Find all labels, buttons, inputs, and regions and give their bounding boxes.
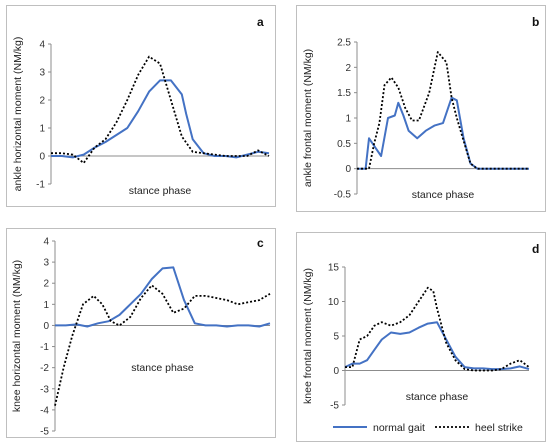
chart-panel-b: b -0.5 0 0.5 1 1.5 2 2.5 ankle frontal moment (N… — [296, 5, 546, 212]
y-tick-label: 2 — [345, 63, 351, 74]
y-tick-label: -3 — [40, 384, 49, 395]
panel-letter: a — [257, 15, 264, 29]
y-tick-label: 1 — [43, 300, 49, 311]
series-heel-strike-line — [345, 286, 530, 372]
chart-d-svg: d -5 0 5 10 15 knee frontal moment (NM/kg) stan… — [302, 242, 539, 434]
x-axis-title: stance phase — [406, 391, 469, 403]
y-axis-title: knee frontal moment (NM/kg) — [302, 268, 314, 404]
y-tick-label: 0 — [39, 152, 45, 163]
panel-letter: b — [532, 15, 539, 29]
y-tick-label: 4 — [43, 237, 49, 248]
y-tick-label: -1 — [40, 342, 49, 353]
chart-b-svg: b -0.5 0 0.5 1 1.5 2 2.5 ankle frontal moment (N… — [302, 15, 539, 201]
y-tick-label: -4 — [40, 405, 49, 416]
chart-a-svg: a -1 0 1 2 3 4 ankle horizontal moment (NM/kg) s… — [12, 15, 270, 197]
y-tick-label: 2 — [39, 96, 45, 107]
chart-panel-d: d -5 0 5 10 15 knee frontal moment (NM/kg) stan… — [296, 232, 546, 442]
y-tick-label: 3 — [43, 258, 49, 269]
y-tick-label: 2 — [43, 279, 49, 290]
series-normal-gait-line — [344, 321, 530, 371]
y-tick-label: 0 — [43, 321, 49, 332]
y-tick-label: 1.5 — [337, 88, 351, 99]
chart-panel-a: a -1 0 1 2 3 4 ankle horizontal moment (NM/kg) s… — [6, 5, 276, 207]
y-tick-label: 1 — [39, 124, 45, 135]
x-axis-title: stance phase — [131, 362, 194, 374]
y-tick-label: 2.5 — [337, 38, 351, 49]
y-tick-label: 1 — [345, 114, 351, 125]
y-tick-label: -2 — [40, 363, 49, 374]
y-tick-label: 4 — [39, 40, 45, 51]
y-tick-label: 0.5 — [337, 139, 351, 150]
panel-letter: c — [257, 236, 264, 250]
x-axis-title: stance phase — [129, 185, 192, 197]
y-tick-label: 15 — [328, 263, 340, 274]
series-heel-strike-line — [51, 55, 270, 164]
y-tick-label: -0.5 — [334, 190, 352, 201]
chart-c-svg: c -5 -4 -3 -2 -1 0 1 2 3 4 knee horizontal moment (… — [11, 236, 271, 438]
legend: normal gait heel strike — [333, 422, 523, 434]
legend-label: normal gait — [373, 422, 425, 434]
y-axis-title: knee horizontal moment (NM/kg) — [11, 260, 23, 412]
y-axis-title: ankle horizontal moment (NM/kg) — [12, 37, 24, 192]
y-tick-label: -5 — [40, 427, 49, 438]
panel-letter: d — [532, 242, 539, 256]
x-axis-title: stance phase — [412, 189, 475, 201]
series-normal-gait-line — [51, 79, 270, 159]
series-heel-strike-line — [357, 51, 529, 170]
y-tick-label: 5 — [333, 332, 339, 343]
legend-label: heel strike — [475, 422, 523, 434]
y-tick-label: 0 — [345, 164, 351, 175]
chart-panel-c: c -5 -4 -3 -2 -1 0 1 2 3 4 knee horizontal moment (… — [6, 228, 276, 438]
y-tick-label: 0 — [333, 366, 339, 377]
series-normal-gait-line — [357, 96, 529, 170]
y-axis-title: ankle frontal moment (NM/kg) — [302, 49, 314, 187]
y-tick-label: -1 — [36, 180, 45, 191]
series-normal-gait-line — [55, 266, 271, 328]
series-heel-strike-line — [54, 284, 271, 406]
y-tick-label: 10 — [328, 297, 340, 308]
y-tick-label: -5 — [330, 401, 339, 412]
y-tick-label: 3 — [39, 68, 45, 79]
